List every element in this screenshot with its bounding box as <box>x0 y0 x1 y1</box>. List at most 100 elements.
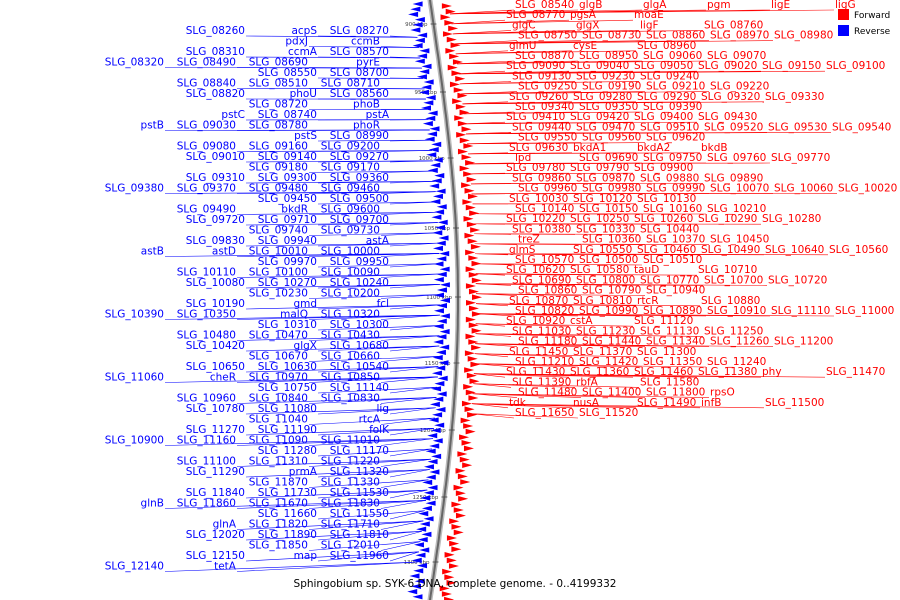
tick-label: 1100 kbp <box>426 295 452 301</box>
leader-line <box>471 403 509 409</box>
gene-label-forward: SLG_10490 <box>701 244 760 256</box>
leader-line <box>475 263 643 266</box>
leader-line <box>245 469 430 478</box>
leader-line <box>470 172 634 175</box>
gene-label-reverse: SLG_08700 <box>330 67 389 79</box>
gene-label-reverse: pstB <box>141 120 164 132</box>
gene-label-forward: SLG_11800 <box>646 387 705 399</box>
gene-arrow-reverse <box>421 84 432 90</box>
gene-arrow-reverse <box>423 464 434 470</box>
leader-line <box>389 201 437 205</box>
leader-line <box>317 325 440 331</box>
gene-arrow-reverse <box>429 401 440 407</box>
gene-label-reverse: SLG_10300 <box>330 319 389 331</box>
gene-label-reverse: SLG_11160 <box>177 435 236 447</box>
gene-arrow-reverse <box>426 152 437 158</box>
gene-arrow-forward <box>444 596 455 600</box>
leader-line <box>317 551 420 562</box>
gene-arrow-reverse <box>412 22 423 28</box>
gene-label-forward: rbfA <box>576 376 599 388</box>
gene-arrow-forward <box>465 316 476 323</box>
leader-line <box>380 520 424 530</box>
gene-label-forward: SLG_11000 <box>835 305 894 317</box>
leader-line <box>236 520 424 530</box>
gene-arrow-forward <box>468 288 479 295</box>
gene-arrow-reverse <box>417 53 428 59</box>
gene-label-reverse: SLG_09720 <box>186 214 245 226</box>
gene-arrow-forward <box>452 59 463 65</box>
gene-label-reverse: SLG_09030 <box>177 120 236 132</box>
gene-label-reverse: SLG_11190 <box>258 424 317 436</box>
gene-label-reverse: SLG_09200 <box>321 141 380 153</box>
gene-label-reverse: SLG_08690 <box>249 57 308 69</box>
gene-label-forward: SLG_11030 <box>512 325 571 337</box>
gene-label-reverse: SLG_08320 <box>105 57 164 69</box>
leader-line <box>380 294 441 299</box>
gene-label-reverse: ccmB <box>351 36 380 48</box>
leader-line <box>389 160 433 163</box>
leader-line <box>389 366 439 373</box>
leader-line <box>308 191 436 194</box>
gene-arrow-forward <box>459 434 470 440</box>
gene-label-reverse: SLG_08510 <box>249 78 308 90</box>
gene-label-reverse: SLG_10100 <box>249 267 308 279</box>
leader-line <box>245 304 440 310</box>
gene-label-forward: SLG_10810 <box>573 295 632 307</box>
leader-line <box>308 520 424 530</box>
gene-label-forward: tauD <box>634 264 659 276</box>
gene-label-reverse: SLG_08550 <box>258 67 317 79</box>
gene-arrow-reverse <box>408 11 419 17</box>
gene-label-forward: SLG_11390 <box>512 376 571 388</box>
gene-label-forward: SLG_08730 <box>582 30 641 42</box>
gene-label-forward: glgC <box>512 19 536 31</box>
gene-label-reverse: SLG_10240 <box>330 277 389 289</box>
gene-label-reverse: SLG_10090 <box>321 267 380 279</box>
leader-line <box>468 152 701 155</box>
gene-label-reverse: SLG_11820 <box>249 519 308 531</box>
gene-label-reverse: SLG_11890 <box>258 529 317 541</box>
gene-arrow-forward <box>468 305 479 312</box>
leader-line <box>308 417 435 425</box>
gene-arrow-forward <box>451 501 462 508</box>
gene-arrow-reverse <box>412 1 423 7</box>
gene-arrow-reverse <box>417 32 428 38</box>
leader-line <box>308 397 437 404</box>
gene-label-forward: SLG_09230 <box>576 70 635 82</box>
gene-label-forward: SLG_09190 <box>582 81 641 93</box>
gene-arrow-reverse <box>423 516 434 522</box>
gene-label-forward: SLG_11400 <box>582 387 641 399</box>
leader-line <box>236 500 426 509</box>
gene-label-forward: SLG_10940 <box>646 285 705 297</box>
gene-label-forward: SLG_10890 <box>643 305 702 317</box>
gene-arrow-reverse <box>439 297 450 303</box>
leader-line <box>389 222 438 226</box>
gene-arrow-forward <box>465 428 476 435</box>
gene-arrow-forward <box>462 199 473 205</box>
gene-label-forward: SLG_09890 <box>704 172 763 184</box>
leader-line <box>474 243 710 245</box>
gene-label-reverse: SLG_12010 <box>321 540 380 552</box>
gene-label-forward: SLG_11650 <box>515 407 574 419</box>
gene-label-forward: SLG_09410 <box>506 111 565 123</box>
legend-forward-swatch <box>838 9 849 20</box>
gene-label-reverse: SLG_10310 <box>258 319 317 331</box>
gene-arrow-reverse <box>433 292 444 298</box>
gene-arrow-forward <box>451 546 462 552</box>
gene-label-reverse: SLG_10470 <box>249 330 308 342</box>
leader-line <box>389 530 422 541</box>
gene-label-forward: SLG_10910 <box>707 305 766 317</box>
gene-arrow-forward <box>446 36 457 43</box>
gene-label-forward: SLG_10770 <box>640 274 699 286</box>
gene-label-reverse: tetA <box>214 561 237 573</box>
gene-label-forward: SLG_09430 <box>698 111 757 123</box>
leader-line <box>317 386 438 394</box>
gene-label-forward: SLG_09880 <box>640 172 699 184</box>
gene-arrow-reverse <box>438 235 449 241</box>
gene-arrow-forward <box>469 210 480 216</box>
gene-label-reverse: SLG_08570 <box>330 46 389 58</box>
gene-arrow-forward <box>451 524 462 530</box>
gene-label-reverse: SLG_11220 <box>321 456 380 468</box>
gene-label-reverse: SLG_09080 <box>177 141 236 153</box>
leader-line <box>308 314 440 320</box>
gene-arrow-reverse <box>412 594 423 600</box>
